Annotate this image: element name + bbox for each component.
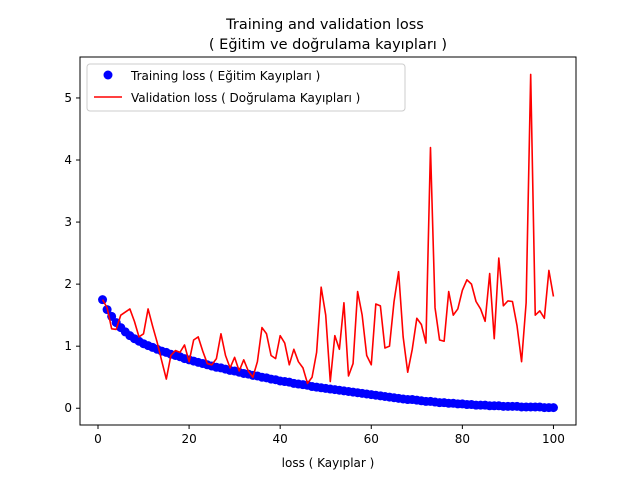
legend-marker-training	[103, 70, 113, 80]
validation-loss-line	[101, 73, 555, 385]
y-tick-label: 0	[64, 401, 72, 415]
y-tick-label: 5	[64, 91, 72, 105]
y-tick-label: 1	[64, 339, 72, 353]
y-tick-label: 2	[64, 277, 72, 291]
legend-label-training: Training loss ( Eğitim Kayıpları )	[130, 69, 320, 83]
x-tick-label: 80	[455, 432, 470, 446]
series-layer	[98, 73, 558, 413]
legend: Training loss ( Eğitim Kayıpları ) Valid…	[86, 63, 406, 112]
legend-box	[86, 63, 406, 112]
training-loss-point	[548, 403, 558, 413]
chart-subtitle: ( Eğitim ve doğrulama kayıpları )	[209, 37, 447, 53]
x-tick-label: 60	[364, 432, 379, 446]
legend-label-validation: Validation loss ( Doğrulama Kayıpları )	[131, 91, 360, 105]
x-axis-label: loss ( Kayıplar )	[282, 456, 375, 470]
plot-frame	[79, 56, 577, 426]
x-tick-label: 20	[181, 432, 196, 446]
x-tick-label: 0	[94, 432, 102, 446]
x-axis: 0 20 40 60 80 100	[94, 425, 565, 446]
y-axis: 0 1 2 3 4 5	[64, 91, 80, 415]
x-tick-label: 40	[273, 432, 288, 446]
y-tick-label: 3	[64, 215, 72, 229]
x-tick-label: 100	[542, 432, 565, 446]
chart-title: Training and validation loss	[225, 17, 424, 33]
y-tick-label: 4	[64, 153, 72, 167]
